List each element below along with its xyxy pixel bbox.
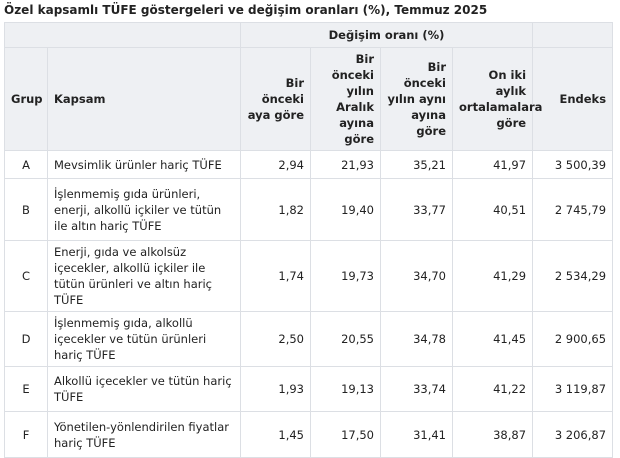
page: Özel kapsamlı TÜFE göstergeleri ve değiş… — [4, 3, 614, 458]
value-cell: 1,93 — [240, 366, 311, 412]
value-cell: 21,93 — [310, 150, 381, 179]
value-cell: 38,87 — [451, 411, 534, 458]
table-row: D İşlenmemiş gıda, alkollü içecekler ve t… — [4, 311, 614, 367]
value-cell: 17,50 — [310, 411, 381, 458]
scope-cell: İşlenmemiş gıda, alkollü içecekler ve tü… — [47, 311, 241, 367]
value-cell: 3 119,87 — [532, 366, 614, 412]
table-row: E Alkollü içecekler ve tütün hariç TÜFE 1,… — [4, 366, 614, 412]
scope-cell: Yönetilen-yönlendirilen fiyatlar hariç T… — [47, 411, 241, 458]
scope-cell: İşlenmemiş gıda ürünleri, enerji, alkoll… — [47, 178, 241, 241]
value-cell: 2,50 — [240, 311, 311, 367]
group-header: Değişim oranı (%) — [239, 22, 534, 48]
value-cell: 2,94 — [240, 150, 311, 179]
column-header: Bir önceki yılın Aralık ayına göre — [310, 47, 381, 151]
data-table: Değişim oranı (%) Grup Kapsam Bir önceki a… — [4, 22, 614, 458]
group-cell: F — [4, 411, 48, 458]
value-cell: 40,51 — [451, 178, 534, 241]
scope-cell: Mevsimlik ürünler hariç TÜFE — [47, 150, 241, 179]
header-blank — [4, 22, 241, 48]
group-cell: A — [4, 150, 48, 179]
value-cell: 20,55 — [310, 311, 381, 367]
column-header: Bir önceki yılın aynı ayına göre — [380, 47, 453, 151]
value-cell: 41,22 — [451, 366, 534, 412]
group-cell: C — [4, 240, 48, 312]
value-cell: 33,77 — [380, 178, 453, 241]
table-row: F Yönetilen-yönlendirilen fiyatlar hariç … — [4, 411, 614, 458]
value-cell: 3 500,39 — [532, 150, 614, 179]
value-cell: 2 534,29 — [532, 240, 614, 312]
value-cell: 19,73 — [310, 240, 381, 312]
value-cell: 41,29 — [451, 240, 534, 312]
value-cell: 41,97 — [451, 150, 534, 179]
scope-cell: Enerji, gıda ve alkolsüz içecekler, alko… — [47, 240, 241, 312]
column-header: On iki aylık ortalamalara göre — [451, 47, 542, 151]
group-cell: B — [4, 178, 48, 241]
value-cell: 19,40 — [310, 178, 381, 241]
header-blank — [532, 22, 614, 48]
table-row: C Enerji, gıda ve alkolsüz içecekler, alk… — [4, 240, 614, 312]
value-cell: 2 745,79 — [532, 178, 614, 241]
value-cell: 1,82 — [240, 178, 311, 241]
column-header: Bir önceki aya göre — [240, 47, 311, 151]
group-cell: D — [4, 311, 48, 367]
table-row: A Mevsimlik ürünler hariç TÜFE 2,94 21,93 35… — [4, 150, 614, 179]
value-cell: 3 206,87 — [532, 411, 614, 458]
value-cell: 41,45 — [451, 311, 534, 367]
value-cell: 33,74 — [380, 366, 453, 412]
table-row: B İşlenmemiş gıda ürünleri, enerji, alkol… — [4, 178, 614, 241]
column-header: Kapsam — [47, 47, 241, 151]
scope-cell: Alkollü içecekler ve tütün hariç TÜFE — [47, 366, 241, 412]
value-cell: 34,70 — [380, 240, 453, 312]
group-cell: E — [4, 366, 48, 412]
value-cell: 34,78 — [380, 311, 453, 367]
value-cell: 19,13 — [310, 366, 381, 412]
title: Özel kapsamlı TÜFE göstergeleri ve değiş… — [4, 3, 488, 17]
column-header: Endeks — [532, 47, 614, 151]
value-cell: 31,41 — [380, 411, 453, 458]
value-cell: 1,74 — [240, 240, 311, 312]
column-header: Grup — [4, 47, 48, 151]
value-cell: 2 900,65 — [532, 311, 614, 367]
value-cell: 35,21 — [380, 150, 453, 179]
value-cell: 1,45 — [240, 411, 311, 458]
